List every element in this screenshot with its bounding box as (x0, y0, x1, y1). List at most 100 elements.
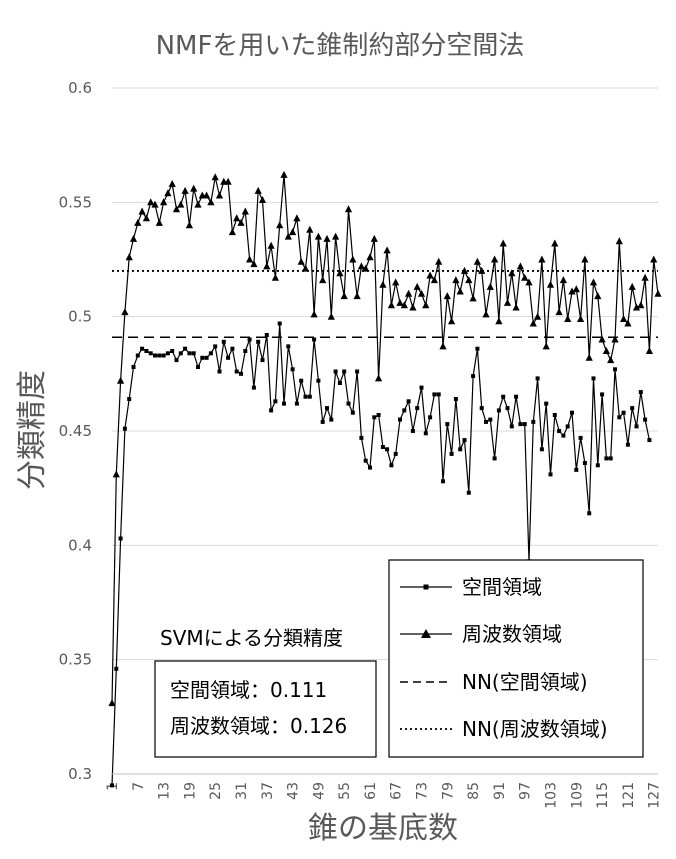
data-point (452, 276, 460, 284)
data-point (466, 490, 471, 495)
data-point (148, 351, 153, 356)
data-point (638, 390, 643, 395)
data-point (177, 200, 185, 208)
data-point (185, 221, 193, 229)
svm-row-1-value: 0.111 (270, 678, 327, 702)
data-point (178, 351, 183, 356)
x-tick-label: 85 (466, 782, 482, 800)
data-point (129, 234, 138, 242)
data-point (157, 353, 162, 358)
data-point (307, 394, 312, 399)
data-point (333, 369, 338, 374)
data-point (555, 308, 563, 316)
data-point (643, 417, 648, 422)
data-point (215, 191, 224, 199)
data-point (449, 451, 454, 456)
x-tick-label: 55 (337, 782, 353, 800)
data-point (443, 292, 451, 300)
data-point (161, 353, 166, 358)
svm-row-2: 周波数領域：0.126 (170, 714, 347, 738)
x-tick-labels: 1713192531374349556167737985919710310911… (105, 782, 663, 809)
data-point (436, 392, 441, 397)
data-point (538, 255, 546, 263)
data-point (544, 401, 549, 406)
data-point (613, 367, 617, 372)
data-point (572, 285, 580, 293)
data-point (316, 378, 321, 383)
data-point (194, 200, 202, 208)
data-point (551, 239, 559, 247)
data-point (557, 429, 562, 433)
data-point (228, 228, 236, 236)
data-point (297, 257, 305, 265)
data-point (488, 417, 493, 422)
data-point (346, 401, 351, 406)
svm-row-1-label: 空間領域 (170, 678, 250, 702)
data-point (183, 346, 188, 351)
data-point (117, 376, 125, 384)
data-point (589, 278, 598, 286)
data-point (426, 271, 434, 279)
svm-annotation: SVMによる分類精度 空間領域：0.111 周波数領域：0.126 (154, 626, 377, 758)
data-point (521, 273, 529, 281)
svm-row-2-separator: ： (270, 714, 290, 738)
data-point (499, 239, 507, 247)
legend-item-nn-frequency: NN(周波数領域) (400, 717, 608, 741)
data-point (208, 351, 213, 356)
svm-annotation-box (154, 660, 377, 758)
data-point (460, 266, 469, 274)
data-point (615, 237, 623, 245)
legend-box (388, 559, 644, 758)
x-tick-label: 49 (311, 782, 327, 800)
data-point (172, 205, 181, 213)
data-point (587, 511, 592, 516)
data-point (277, 321, 282, 326)
data-point (432, 392, 437, 397)
data-point (417, 289, 426, 297)
data-point (607, 356, 615, 364)
x-tick-label: 43 (286, 782, 302, 800)
data-point (654, 289, 662, 297)
data-point (632, 303, 641, 311)
data-point (435, 257, 443, 265)
data-point (293, 214, 301, 222)
data-point (413, 282, 421, 290)
legend-label-frequency: 周波数領域 (462, 622, 562, 646)
data-point (323, 234, 331, 242)
data-point (375, 374, 383, 382)
data-point (327, 312, 335, 320)
data-point (342, 369, 347, 374)
x-tick-label: 73 (415, 782, 431, 800)
data-point (484, 419, 488, 424)
x-tick-label: 121 (621, 782, 637, 809)
data-point (314, 232, 322, 240)
data-point (439, 342, 447, 350)
data-point (191, 351, 196, 356)
x-tick-label: 91 (492, 782, 508, 800)
data-point (503, 298, 512, 306)
data-point (650, 255, 658, 263)
data-point (362, 264, 370, 272)
x-tick-label: 61 (363, 782, 379, 800)
data-point (271, 273, 279, 281)
reference-lines (112, 270, 658, 338)
data-point (522, 422, 527, 427)
data-point (559, 276, 567, 284)
data-point (458, 447, 463, 452)
data-point (591, 376, 596, 381)
data-point (398, 417, 402, 422)
y-tick-label: 0.55 (59, 193, 92, 211)
data-point (303, 394, 308, 399)
data-point (475, 346, 480, 351)
data-point (385, 447, 390, 452)
y-tick-label: 0.5 (68, 308, 92, 326)
data-point (570, 410, 574, 415)
series-1 (108, 170, 662, 707)
data-point (482, 310, 490, 318)
data-point (243, 349, 248, 353)
data-point (234, 369, 239, 374)
data-point (602, 347, 610, 354)
data-point (379, 280, 387, 288)
data-point (505, 406, 510, 411)
